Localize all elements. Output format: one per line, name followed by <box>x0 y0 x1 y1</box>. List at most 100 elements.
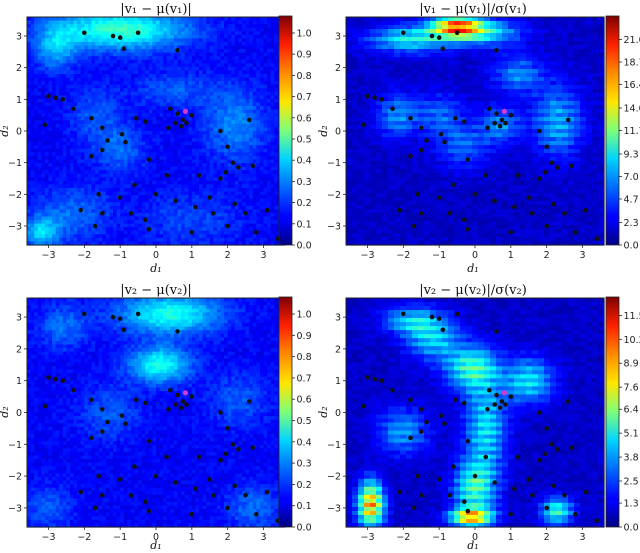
heatmap-cell <box>113 152 118 157</box>
heatmap-cell <box>181 41 186 47</box>
heatmap-cell <box>95 155 100 161</box>
heatmap-cell <box>170 17 175 22</box>
heatmap-cell <box>220 209 225 214</box>
heatmap-cell <box>238 106 243 111</box>
heatmap-cell <box>30 230 35 235</box>
heatmap-cell <box>120 88 125 93</box>
heatmap-cell <box>80 237 85 243</box>
heatmap-cell <box>55 230 60 235</box>
heatmap-cell <box>113 49 118 54</box>
heatmap-cell <box>213 237 218 243</box>
heatmap-cell <box>138 230 143 235</box>
heatmap-cell <box>267 91 272 96</box>
heatmap-cell <box>188 237 193 243</box>
heatmap-cell <box>127 49 132 54</box>
heatmap-cell <box>249 173 254 178</box>
heatmap-cell <box>130 106 136 111</box>
heatmap-cell <box>224 70 229 75</box>
heatmap-cell <box>242 155 247 161</box>
heatmap-cell <box>116 205 121 210</box>
heatmap-cell <box>109 188 114 193</box>
heatmap-cell <box>267 109 272 114</box>
heatmap-cell <box>109 45 114 50</box>
heatmap-cell <box>245 77 250 82</box>
heatmap-cell <box>220 159 225 164</box>
heatmap-cell <box>213 123 218 129</box>
sample-point <box>117 35 123 40</box>
heatmap-cell <box>526 17 533 22</box>
heatmap-cell <box>238 31 243 36</box>
heatmap-cell <box>156 198 161 203</box>
heatmap-cell <box>34 38 39 43</box>
heatmap-cell <box>206 184 211 189</box>
heatmap-cell <box>173 17 179 22</box>
heatmap-cell <box>134 88 139 93</box>
heatmap-cell <box>166 41 171 47</box>
heatmap-cell <box>70 145 75 150</box>
heatmap-cell <box>406 25 413 30</box>
heatmap-cell <box>245 31 250 36</box>
heatmap-cell <box>41 102 46 107</box>
heatmap-cell <box>256 113 261 118</box>
heatmap-cell <box>66 141 71 146</box>
heatmap-cell <box>242 209 247 214</box>
heatmap-cell <box>44 220 50 225</box>
heatmap-cell <box>66 145 71 150</box>
heatmap-cell <box>170 91 175 96</box>
heatmap-cell <box>256 91 261 96</box>
heatmap-cell <box>127 188 132 193</box>
heatmap-cell <box>134 191 139 196</box>
heatmap-cell <box>177 56 182 61</box>
heatmap-cell <box>102 88 107 93</box>
heatmap-cell <box>148 20 154 25</box>
heatmap-cell <box>234 17 240 22</box>
heatmap-cell <box>37 41 42 47</box>
heatmap-cell <box>138 74 143 79</box>
heatmap-cell <box>95 95 100 100</box>
heatmap-cell <box>382 29 389 34</box>
heatmap-cell <box>130 38 136 43</box>
heatmap-cell <box>274 177 279 182</box>
heatmap-cell <box>80 20 85 25</box>
heatmap-cell <box>84 212 89 218</box>
heatmap-cell <box>231 98 236 104</box>
heatmap-cell <box>145 113 150 118</box>
heatmap-cell <box>130 31 136 36</box>
heatmap-cell <box>141 198 146 203</box>
heatmap-cell <box>141 223 146 228</box>
heatmap-cell <box>191 41 197 47</box>
heatmap-cell <box>41 66 46 72</box>
heatmap-cell <box>478 21 485 26</box>
heatmap-cell <box>41 145 46 150</box>
heatmap-cell <box>270 84 275 89</box>
heatmap-cell <box>173 155 179 161</box>
heatmap-cell <box>209 220 214 225</box>
heatmap-cell <box>27 41 32 47</box>
heatmap-cell <box>177 116 182 121</box>
heatmap-cell <box>496 29 503 34</box>
heatmap-cell <box>252 212 257 218</box>
heatmap-cell <box>177 98 182 104</box>
heatmap-cell <box>376 17 383 22</box>
heatmap-cell <box>270 106 275 111</box>
heatmap-cell <box>259 170 265 175</box>
colorbar-tick-label: 1.0 <box>297 28 312 39</box>
heatmap-cell <box>59 230 64 235</box>
heatmap-cell <box>159 66 164 72</box>
heatmap-cell <box>173 91 179 96</box>
heatmap-cell <box>220 223 225 228</box>
heatmap-cell <box>274 17 279 22</box>
heatmap-cell <box>156 159 161 164</box>
heatmap-cell <box>120 84 125 89</box>
heatmap-cell <box>141 131 146 136</box>
heatmap-cell <box>37 209 42 214</box>
heatmap-cell <box>224 191 229 196</box>
heatmap-cell <box>170 220 175 225</box>
heatmap-cell <box>234 159 240 164</box>
heatmap-cell <box>152 177 157 182</box>
heatmap-cell <box>41 88 46 93</box>
heatmap-cell <box>216 63 222 68</box>
heatmap-cell <box>95 188 100 193</box>
sample-point <box>193 204 198 210</box>
heatmap-cell <box>159 41 164 47</box>
